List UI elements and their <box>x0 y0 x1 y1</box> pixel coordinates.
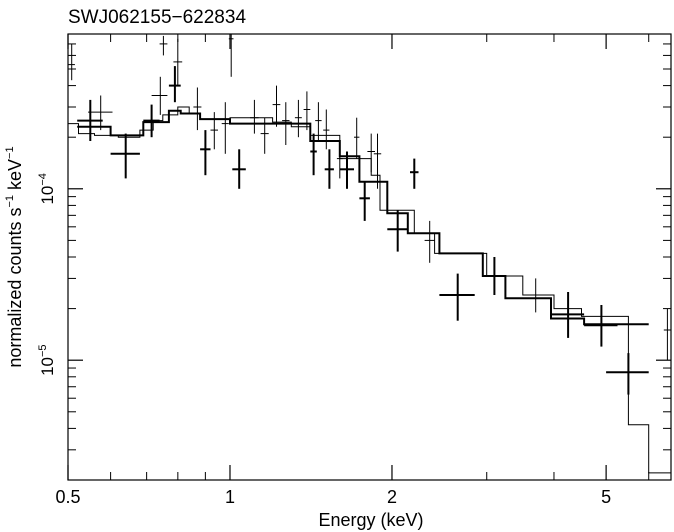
data-point-thick-12 <box>439 273 475 321</box>
data-point-thin-20 <box>373 133 382 189</box>
x-tick-label-2: 2 <box>387 487 397 507</box>
data-point-thick-15 <box>584 305 618 347</box>
chart-title: SWJ062155−622834 <box>68 7 246 28</box>
x-tick-label-0: 0.5 <box>55 487 80 507</box>
y-tick-label-1: 10−5 <box>37 344 57 375</box>
data-point-thin-15 <box>315 102 322 141</box>
data-point-thin-2 <box>151 76 168 115</box>
data-point-thin-17 <box>336 141 343 179</box>
data-point-thick-8 <box>339 151 354 189</box>
data-point-thin-18 <box>354 117 360 159</box>
data-point-thin-6 <box>210 112 218 150</box>
data-point-thin-21 <box>424 220 435 263</box>
y-axis-label-middle: keV <box>5 159 25 195</box>
x-tick-label-3: 5 <box>601 487 611 507</box>
y-axis-label-exp2: −1 <box>4 146 16 159</box>
data-point-thick-11 <box>410 158 419 189</box>
data-point-thick-14 <box>551 292 585 338</box>
y-axis-label-exp1: −1 <box>4 195 16 208</box>
data-point-thick-16 <box>606 353 649 395</box>
data-point-thin-3 <box>159 35 168 56</box>
data-point-thick-5 <box>232 149 246 189</box>
data-point-thin-9 <box>250 99 259 134</box>
data-point-thin-14 <box>303 91 311 131</box>
data-point-thin-1 <box>88 95 113 131</box>
data-point-thin-4 <box>173 38 183 86</box>
x-axis-ticks: 0.5 1 2 5 <box>55 34 650 507</box>
data-point-thick-2 <box>143 104 160 138</box>
data-point-thin-19 <box>367 133 375 173</box>
data-point-thick-10 <box>387 210 408 252</box>
model-curve-thick <box>77 109 649 326</box>
data-point-thin-11 <box>272 85 281 127</box>
data-point-thin-0 <box>68 43 75 81</box>
y-axis-label-prefix: normalized counts s <box>5 208 25 368</box>
data-point-thin-23 <box>663 308 671 361</box>
data-point-thick-9 <box>359 181 370 221</box>
y-tick-label-0: 10−4 <box>37 173 57 204</box>
data-point-thin-10 <box>260 117 269 154</box>
model-curves <box>68 106 671 474</box>
data-point-thick-13 <box>482 257 506 295</box>
data-point-thick-1 <box>110 133 140 179</box>
axes <box>67 33 672 481</box>
data-point-thin-12 <box>282 102 290 145</box>
model-curve-thin <box>68 106 671 474</box>
y-axis-label: normalized counts s−1 keV−1 <box>4 146 25 367</box>
data-point-thick-6 <box>310 133 317 176</box>
data-point-thick-4 <box>200 130 211 176</box>
data-points <box>68 34 671 395</box>
x-tick-label-1: 1 <box>225 487 235 507</box>
y-axis-ticks: 10−4 10−5 <box>37 43 671 451</box>
data-point-thin-22 <box>526 278 545 313</box>
data-point-thin-16 <box>323 109 330 150</box>
data-point-thick-3 <box>168 66 181 103</box>
data-point-thick-7 <box>324 149 334 189</box>
x-axis-label: Energy (keV) <box>318 510 423 530</box>
data-point-thick-0 <box>77 99 103 141</box>
plot-frame <box>67 33 672 481</box>
data-point-thin-7 <box>221 102 229 154</box>
data-point-thin-13 <box>294 99 302 138</box>
data-point-thin-5 <box>193 87 202 131</box>
